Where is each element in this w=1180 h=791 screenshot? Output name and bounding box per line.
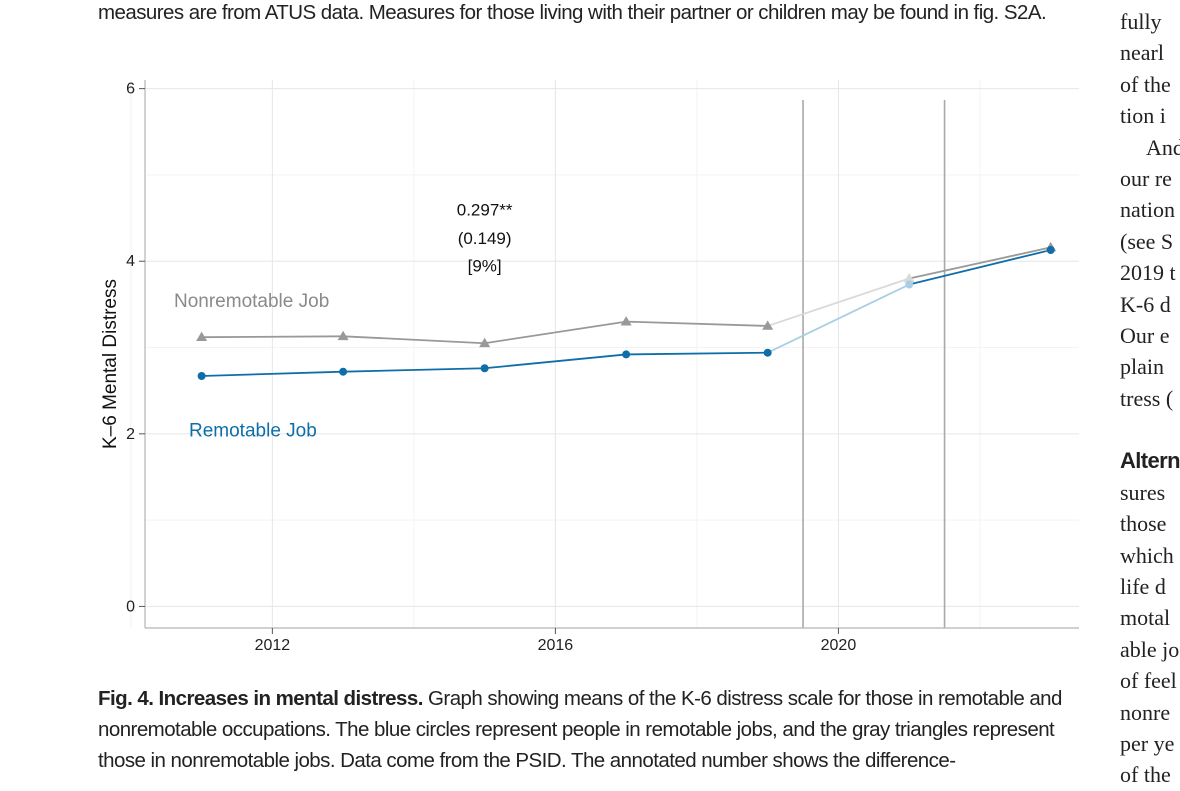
adjacent-text-column: fully nearl of the tion i And our re nation (se… <box>1120 6 1180 791</box>
side-column-line: K-6 d <box>1120 291 1171 317</box>
circle-marker <box>197 372 206 381</box>
figure-caption: Fig. 4. Increases in mental distress. Gr… <box>98 683 1073 776</box>
circle-marker <box>480 364 489 373</box>
side-column-line: our re <box>1120 166 1172 192</box>
side-column-line: of feel <box>1120 668 1177 694</box>
series-segment <box>343 367 485 373</box>
distress-line-chart: 0 2 4 6 2012 2016 2020 K–6 Mental Distress Non… <box>100 80 1079 654</box>
tick-labels: 0 2 4 6 2012 2016 2020 <box>126 81 856 654</box>
series-segment <box>908 246 1051 280</box>
figure-label: Fig. 4. Increases in mental distress. <box>98 687 423 710</box>
figure-caption-text: Graph showing means of the K-6 distress … <box>98 687 1062 772</box>
series-lines <box>201 246 1051 377</box>
side-column-line: able jo <box>1120 636 1180 662</box>
side-column-line: 2019 t <box>1120 260 1176 286</box>
y-tick-label: 6 <box>126 81 135 98</box>
series-segment <box>626 351 768 356</box>
annotation-standard-error: (0.149) <box>458 229 512 248</box>
triangle-marker <box>903 272 915 283</box>
side-column-line: of the <box>1120 762 1171 788</box>
series-segment <box>484 320 627 345</box>
circle-marker <box>339 367 348 376</box>
side-column-line: (see S <box>1120 228 1174 254</box>
side-column-line: which <box>1120 542 1174 568</box>
y-tick-label: 4 <box>126 253 135 270</box>
series-segment <box>343 335 485 345</box>
triangle-marker <box>337 330 349 341</box>
series-segment <box>201 335 344 339</box>
side-column-line <box>1120 414 1180 445</box>
y-tick-label: 2 <box>126 426 135 443</box>
annotation-percent: [9%] <box>468 257 502 276</box>
x-tick-label: 2016 <box>538 637 574 654</box>
triangle-marker <box>479 337 491 348</box>
side-column-line: fully <box>1120 9 1162 34</box>
series-segment <box>201 370 344 377</box>
side-column-line: Altern <box>1120 448 1180 474</box>
circle-marker <box>905 280 914 289</box>
series-segment <box>626 320 768 327</box>
side-column-line: tress ( <box>1120 385 1174 411</box>
x-tick-label: 2012 <box>255 637 291 654</box>
axes <box>139 80 1079 634</box>
side-column-line: And <box>1146 134 1180 160</box>
side-column-line: sures <box>1120 479 1166 505</box>
circle-marker <box>763 348 772 357</box>
series-segment <box>767 277 910 327</box>
side-column-line: Our e <box>1120 323 1170 349</box>
side-column-line: nonre <box>1120 699 1171 725</box>
circle-marker <box>1046 246 1055 255</box>
y-tick-label: 0 <box>126 598 135 615</box>
period-vertical-lines <box>802 100 946 628</box>
side-column-line: plain <box>1120 354 1164 380</box>
series-segment <box>908 249 1051 286</box>
side-column-line: nearl <box>1120 40 1164 66</box>
side-column-line: per ye <box>1120 730 1175 756</box>
annotation-coefficient: 0.297** <box>457 200 513 219</box>
top-caption: measures are from ATUS data. Measures fo… <box>98 1 1047 24</box>
circle-marker <box>622 350 631 359</box>
side-column-line: life d <box>1120 573 1166 599</box>
series-points <box>196 241 1057 381</box>
series-segment <box>767 283 910 354</box>
side-column-line: those <box>1120 511 1167 537</box>
side-column-line: motal <box>1120 605 1171 631</box>
triangle-marker <box>762 320 774 330</box>
triangle-marker <box>620 316 632 326</box>
series-segment <box>484 353 627 370</box>
x-tick-label: 2020 <box>821 637 857 654</box>
minor-gridlines <box>130 80 1079 628</box>
y-axis-label: K–6 Mental Distress <box>100 279 121 449</box>
series-label-nonremotable: Nonremotable Job <box>174 291 329 312</box>
side-column-line: of the <box>1120 71 1171 97</box>
side-column-line: nation <box>1120 197 1175 223</box>
series-label-remotable: Remotable Job <box>189 421 317 442</box>
side-column-line: tion i <box>1120 103 1166 129</box>
triangle-marker <box>196 331 208 342</box>
major-gridlines <box>145 80 1079 628</box>
